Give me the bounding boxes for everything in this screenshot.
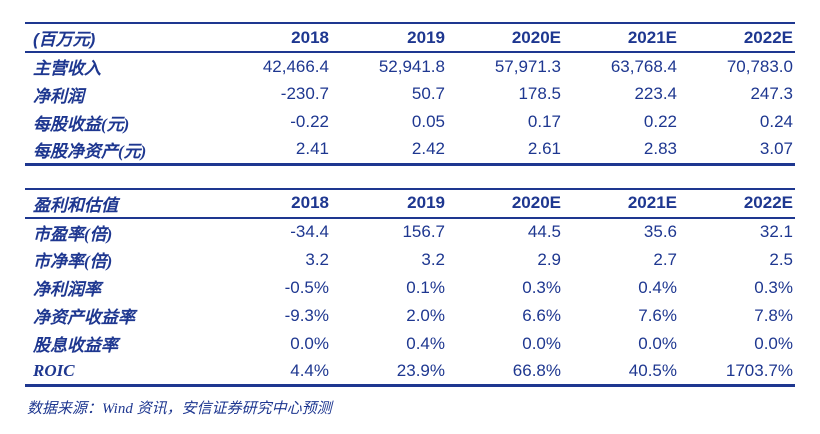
cell-roe-2021e: 7.6% <box>638 305 677 325</box>
cell-pb-2018: 3.2 <box>305 249 329 269</box>
column-header-2021e: 2021E <box>627 27 677 47</box>
table-row-pb: 市净率(倍) 3.2 3.2 2.9 2.7 2.5 <box>25 246 795 274</box>
cell-net-profit-2021e: 223.4 <box>634 84 677 103</box>
cell-dividend-yield-2022e: 0.0% <box>754 333 793 353</box>
cell-net-profit-2020e: 178.5 <box>518 84 561 103</box>
row-label-bvps: 每股净资产(元) <box>33 141 147 161</box>
table-gap <box>25 166 795 188</box>
cell-dividend-yield-2020e: 0.0% <box>522 333 561 353</box>
column-header-2020e: 2020E <box>511 193 561 212</box>
table-row-net-margin: 净利润率 -0.5% 0.1% 0.3% 0.4% 0.3% <box>25 274 795 302</box>
cell-net-margin-2021e: 0.4% <box>638 277 677 297</box>
cell-dividend-yield-2018: 0.0% <box>290 333 329 353</box>
cell-net-margin-2018: -0.5% <box>284 277 329 297</box>
table-row-dividend-yield: 股息收益率 0.0% 0.4% 0.0% 0.0% 0.0% <box>25 330 795 358</box>
valuation-table: 盈利和估值 2018 2019 2020E 2021E 2022E 市盈率(倍)… <box>25 187 795 387</box>
cell-revenue-2020e: 57,971.3 <box>494 56 561 76</box>
row-label-net-profit: 净利润 <box>33 86 84 106</box>
cell-revenue-2019: 52,941.8 <box>378 56 445 76</box>
column-header-2021e: 2021E <box>627 193 677 212</box>
row-label-net-margin: 净利润率 <box>33 280 101 299</box>
table-row-revenue: 主营收入 42,466.4 52,941.8 57,971.3 63,768.4… <box>25 52 795 80</box>
row-label-revenue: 主营收入 <box>33 59 101 78</box>
cell-net-margin-2019: 0.1% <box>406 277 445 297</box>
cell-pe-2019: 156.7 <box>402 222 445 241</box>
cell-roic-2019: 23.9% <box>396 360 445 380</box>
cell-dividend-yield-2021e: 0.0% <box>638 333 677 353</box>
table-row-pe: 市盈率(倍) -34.4 156.7 44.5 35.6 32.1 <box>25 218 795 246</box>
table-row-bvps: 每股净资产(元) 2.41 2.42 2.61 2.83 3.07 <box>25 136 795 164</box>
cell-bvps-2022e: 3.07 <box>759 139 793 159</box>
cell-pe-2020e: 44.5 <box>527 222 561 241</box>
cell-roic-2020e: 66.8% <box>512 360 561 380</box>
table1-header-row: (百万元) 2018 2019 2020E 2021E 2022E <box>25 23 795 52</box>
cell-pe-2021e: 35.6 <box>643 222 677 241</box>
cell-revenue-2018: 42,466.4 <box>262 56 329 76</box>
cell-roe-2022e: 7.8% <box>754 305 793 325</box>
cell-revenue-2021e: 63,768.4 <box>610 56 677 76</box>
data-source-note: 数据来源：Wind 资讯，安信证券研究中心预测 <box>27 401 332 417</box>
cell-pb-2022e: 2.5 <box>769 249 793 269</box>
cell-eps-2018: -0.22 <box>290 112 329 131</box>
cell-roe-2018: -9.3% <box>284 305 329 325</box>
cell-roic-2022e: 1703.7% <box>725 360 793 380</box>
cell-bvps-2020e: 2.61 <box>527 139 561 159</box>
row-label-roe: 净资产收益率 <box>33 308 135 327</box>
column-header-2018: 2018 <box>291 27 329 47</box>
row-label-pb: 市净率(倍) <box>33 252 113 271</box>
cell-pe-2018: -34.4 <box>290 222 329 241</box>
cell-roic-2021e: 40.5% <box>628 360 677 380</box>
cell-net-profit-2022e: 247.3 <box>750 84 793 103</box>
table-row-net-profit: 净利润 -230.7 50.7 178.5 223.4 247.3 <box>25 80 795 108</box>
table-row-roe: 净资产收益率 -9.3% 2.0% 6.6% 7.6% 7.8% <box>25 302 795 330</box>
column-header-2020e: 2020E <box>511 27 561 47</box>
table-row-roic: ROIC 4.4% 23.9% 66.8% 40.5% 1703.7% <box>25 358 795 386</box>
row-label-eps: 每股收益(元) <box>33 114 130 134</box>
cell-dividend-yield-2019: 0.4% <box>406 333 445 353</box>
cell-bvps-2018: 2.41 <box>295 139 329 159</box>
table-row-eps: 每股收益(元) -0.22 0.05 0.17 0.22 0.24 <box>25 108 795 136</box>
row-label-pe: 市盈率(倍) <box>33 224 113 244</box>
cell-pb-2020e: 2.9 <box>537 249 561 269</box>
cell-net-margin-2020e: 0.3% <box>522 277 561 297</box>
table2-title-header: 盈利和估值 <box>33 195 118 215</box>
cell-bvps-2021e: 2.83 <box>643 139 677 159</box>
column-header-2022e: 2022E <box>743 193 793 212</box>
cell-pb-2019: 3.2 <box>421 249 445 269</box>
cell-net-profit-2018: -230.7 <box>280 84 329 103</box>
row-label-dividend-yield: 股息收益率 <box>33 336 118 355</box>
row-label-roic: ROIC <box>33 360 75 380</box>
cell-roe-2020e: 6.6% <box>522 305 561 325</box>
cell-roic-2018: 4.4% <box>290 360 329 380</box>
cell-eps-2021e: 0.22 <box>643 112 677 131</box>
column-header-2018: 2018 <box>291 193 329 212</box>
cell-net-profit-2019: 50.7 <box>411 84 445 103</box>
column-header-2019: 2019 <box>407 193 445 212</box>
financial-summary-table: (百万元) 2018 2019 2020E 2021E 2022E 主营收入 4… <box>25 22 795 166</box>
table2-header-row: 盈利和估值 2018 2019 2020E 2021E 2022E <box>25 189 795 218</box>
cell-bvps-2019: 2.42 <box>411 139 445 159</box>
cell-eps-2022e: 0.24 <box>759 112 793 131</box>
cell-pe-2022e: 32.1 <box>759 222 793 241</box>
cell-pb-2021e: 2.7 <box>653 249 677 269</box>
cell-roe-2019: 2.0% <box>406 305 445 325</box>
table1-unit-header: (百万元) <box>33 30 96 49</box>
cell-net-margin-2022e: 0.3% <box>754 277 793 297</box>
cell-eps-2019: 0.05 <box>411 112 445 131</box>
cell-eps-2020e: 0.17 <box>527 112 561 131</box>
column-header-2022e: 2022E <box>743 27 793 47</box>
column-header-2019: 2019 <box>407 27 445 47</box>
cell-revenue-2022e: 70,783.0 <box>726 56 793 76</box>
